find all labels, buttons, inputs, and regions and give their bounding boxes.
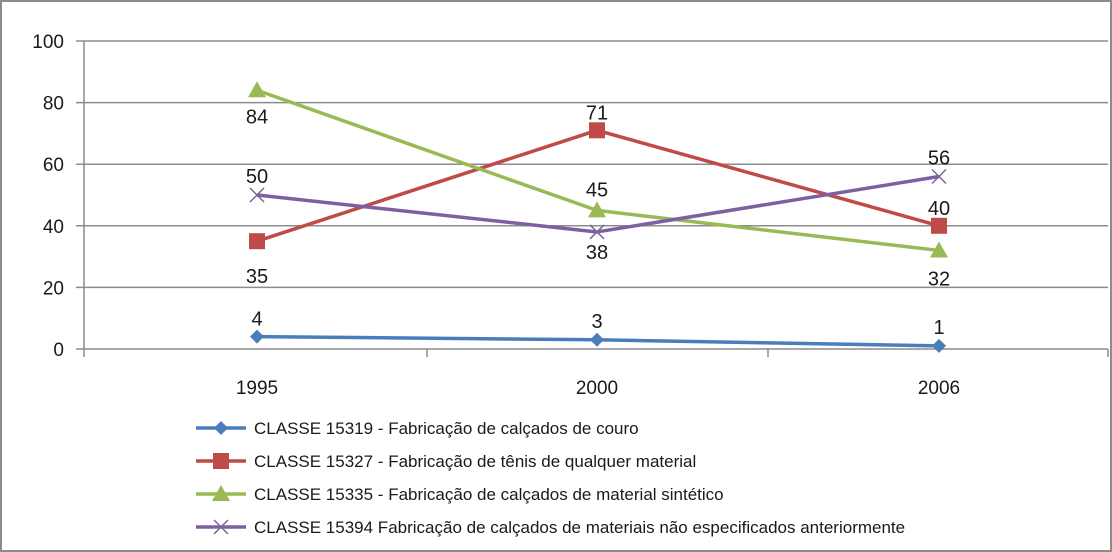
y-tick-label: 40 (43, 217, 64, 238)
data-label: 56 (928, 148, 950, 170)
series-1-point (590, 332, 604, 347)
axes: 0 20 40 60 80 100 1995 2000 2006 (32, 32, 1109, 399)
data-label: 4 (251, 309, 262, 331)
series-3-point (588, 201, 606, 218)
y-tick-label: 0 (53, 340, 64, 361)
series-lines (248, 81, 948, 353)
legend-label-4: CLASSE 15394 Fabricação de calçados de m… (254, 518, 905, 537)
legend-marker-2 (213, 453, 229, 469)
legend-label-2: CLASSE 15327 - Fabricação de tênis de qu… (254, 452, 696, 471)
series-4-point (931, 168, 947, 185)
y-tick-label: 20 (43, 278, 64, 299)
legend: CLASSE 15319 - Fabricação de calçados de… (196, 419, 905, 537)
data-label: 45 (586, 179, 608, 201)
legend-marker-4 (213, 519, 229, 535)
series-1-point (250, 329, 264, 344)
data-labels: 4 3 1 35 71 40 84 45 32 50 38 56 (246, 102, 950, 339)
legend-marker-3 (212, 485, 230, 501)
data-label: 38 (586, 242, 608, 264)
series-4-point-stroke-b (589, 224, 605, 240)
data-label: 32 (928, 268, 950, 290)
x-tick-label-1995: 1995 (236, 378, 278, 399)
series-4-point (249, 187, 265, 203)
x-tick-label-2006: 2006 (918, 378, 960, 399)
x-tick-label-2000: 2000 (576, 378, 618, 399)
data-label: 40 (928, 198, 950, 220)
series-3-point (930, 241, 948, 258)
legend-label-1: CLASSE 15319 - Fabricação de calçados de… (254, 419, 639, 438)
data-label: 1 (933, 317, 944, 339)
series-2-point (589, 122, 605, 139)
series-3-point (248, 81, 266, 98)
y-tick-label: 100 (32, 32, 64, 53)
series-4-point-stroke-b (249, 187, 265, 203)
series-1-point (932, 338, 946, 353)
data-label: 35 (246, 266, 268, 288)
legend-marker-1 (214, 421, 228, 435)
data-label: 50 (246, 166, 268, 188)
y-tick-label: 60 (43, 155, 64, 176)
legend-label-3: CLASSE 15335 - Fabricação de calçados de… (254, 485, 724, 504)
data-label: 71 (586, 102, 608, 124)
series-2-point (249, 233, 265, 250)
data-label: 3 (591, 311, 602, 333)
data-label: 84 (246, 106, 268, 128)
y-tick-label: 80 (43, 94, 64, 115)
series-2-point (931, 217, 947, 234)
series-4-point (589, 224, 605, 240)
series-4-point-stroke-b (931, 168, 947, 185)
legend-marker-4-stroke-b (213, 519, 229, 535)
